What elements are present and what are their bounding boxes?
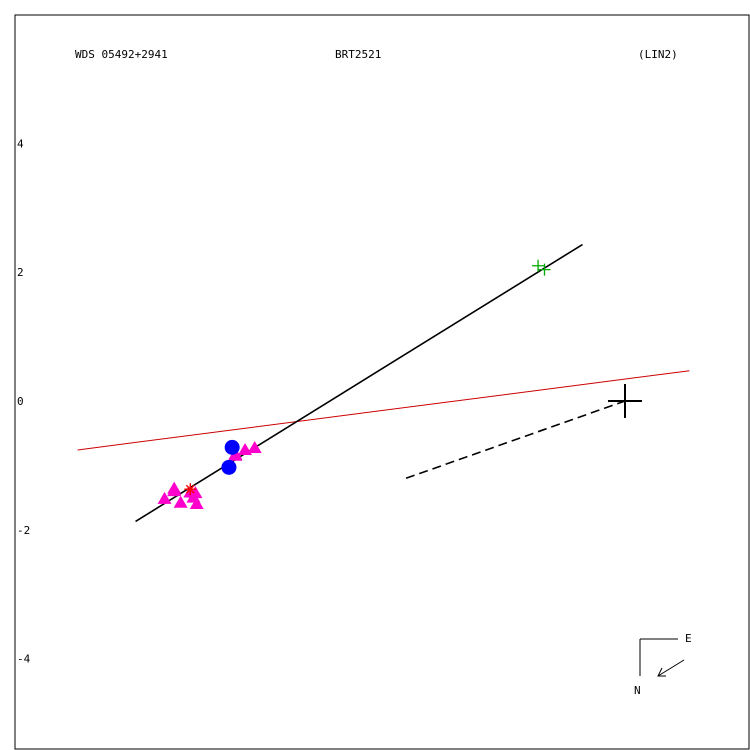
y-tick-label: -2 [17,524,30,537]
plot-frame [14,14,750,750]
recent-circle-marker [224,439,240,455]
measure-triangle-marker [157,491,172,504]
y-tick-label: 2 [17,266,24,279]
speckle-plus-marker [532,259,545,272]
fit-line [135,243,583,523]
compass-arrow-head [657,667,666,677]
compass-arrow [657,659,685,677]
header-center: BRT2521 [335,48,381,61]
header-left: WDS 05492+2941 [75,48,168,61]
highlight-star-marker [184,483,197,496]
y-ticks: 4 2 0 -2 -4 [17,137,31,665]
measure-triangle-marker [167,484,182,497]
measure-triangle-marker [238,442,253,455]
y-tick-label: -4 [17,653,31,666]
compass-east-label: E [685,632,692,645]
header-right: (LIN2) [638,48,678,61]
compass-north-label: N [634,684,641,697]
data-points [157,259,551,510]
compass: E N [634,632,692,697]
measure-triangle-marker [247,441,262,454]
y-tick-label: 4 [17,137,24,150]
primary-star-marker [608,384,642,418]
reference-line [77,370,690,451]
measure-triangle-marker [228,448,243,461]
measure-triangle-marker [173,495,188,508]
recent-circle-marker [221,459,237,475]
y-tick-label: 0 [17,395,24,408]
dashed-residual-line [405,400,626,480]
primary-cross [608,384,642,418]
measure-triangle-marker [189,497,204,510]
speckle-plus-marker [538,263,551,276]
measure-triangle-marker [188,486,203,499]
